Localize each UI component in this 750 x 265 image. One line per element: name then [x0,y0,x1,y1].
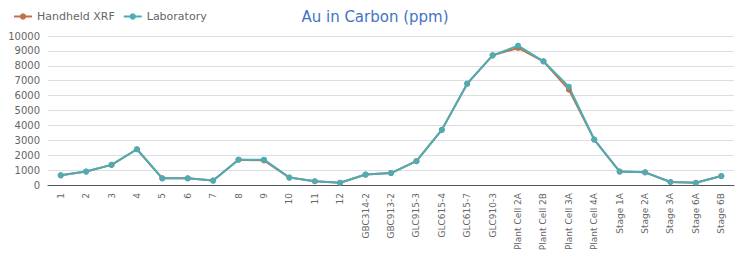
svg-text:12: 12 [335,193,345,204]
svg-text:GLC915-3: GLC915-3 [411,193,421,237]
svg-text:4000: 4000 [15,120,40,131]
svg-text:Plant Cell 2A: Plant Cell 2A [513,192,523,250]
svg-text:6000: 6000 [15,90,40,101]
svg-text:10000: 10000 [8,31,40,42]
svg-text:Stage 1A: Stage 1A [615,192,625,234]
svg-text:Au in Carbon (ppm): Au in Carbon (ppm) [301,8,448,26]
svg-text:6: 6 [183,193,193,199]
svg-text:8000: 8000 [15,60,40,71]
svg-text:9000: 9000 [15,45,40,56]
svg-text:10: 10 [284,193,294,205]
svg-text:1: 1 [56,193,66,199]
svg-text:GLC910-3: GLC910-3 [488,193,498,237]
svg-text:0: 0 [34,180,40,191]
svg-text:8: 8 [234,193,244,199]
svg-text:7000: 7000 [15,75,40,86]
svg-text:2000: 2000 [15,150,40,161]
svg-text:1000: 1000 [15,165,40,176]
svg-text:9: 9 [259,193,269,199]
svg-text:11: 11 [310,193,320,204]
svg-text:Stage 6A: Stage 6A [691,192,701,234]
svg-text:3: 3 [107,193,117,199]
svg-text:Laboratory: Laboratory [147,10,207,23]
svg-text:5000: 5000 [15,105,40,116]
svg-text:GBC314-2: GBC314-2 [361,193,371,238]
svg-text:GLC615-7: GLC615-7 [462,193,472,237]
svg-text:Stage 2A: Stage 2A [640,192,650,234]
svg-text:5: 5 [157,193,167,199]
svg-text:Plant Cell 4A: Plant Cell 4A [589,192,599,250]
svg-text:Plant Cell 3A: Plant Cell 3A [564,192,574,250]
svg-text:Plant Cell 2B: Plant Cell 2B [538,193,548,250]
svg-text:Stage 3A: Stage 3A [665,192,675,234]
svg-text:Stage 6B: Stage 6B [716,193,726,234]
svg-text:GLC615-4: GLC615-4 [437,193,447,238]
svg-text:3000: 3000 [15,135,40,146]
svg-text:7: 7 [208,193,218,199]
svg-text:Handheld XRF: Handheld XRF [37,10,115,23]
svg-text:4: 4 [132,193,142,199]
svg-text:GBC913-2: GBC913-2 [386,193,396,238]
svg-text:2: 2 [81,193,91,199]
